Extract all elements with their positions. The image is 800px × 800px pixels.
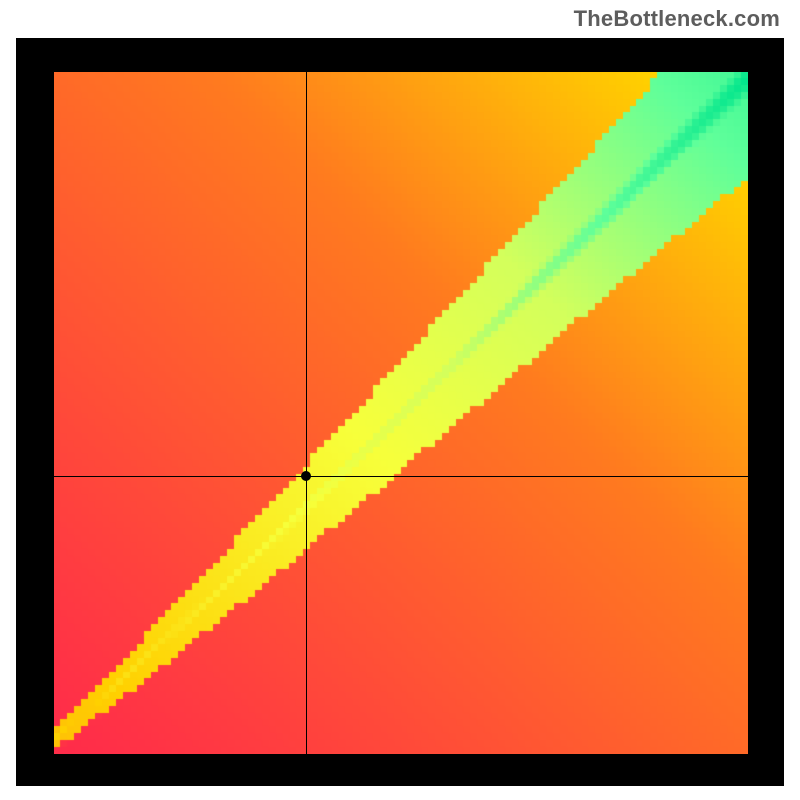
watermark-text: TheBottleneck.com bbox=[574, 6, 780, 32]
heatmap-canvas bbox=[54, 72, 748, 754]
crosshair-vertical bbox=[306, 72, 307, 754]
chart-container: TheBottleneck.com bbox=[0, 0, 800, 800]
crosshair-marker bbox=[301, 471, 311, 481]
crosshair-horizontal bbox=[54, 476, 748, 477]
chart-frame bbox=[16, 38, 784, 786]
plot-area bbox=[54, 72, 748, 754]
